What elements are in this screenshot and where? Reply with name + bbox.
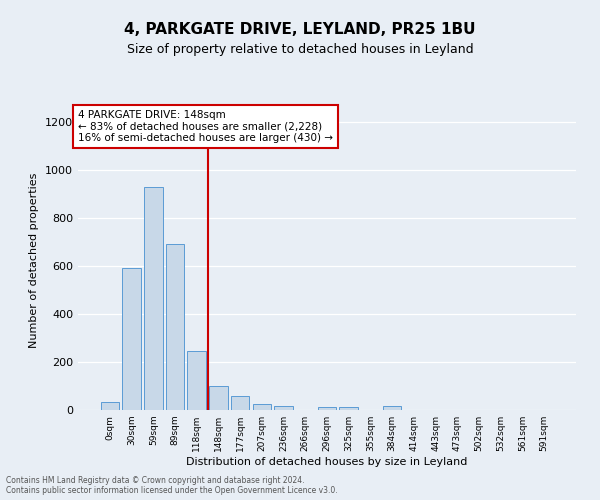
- Bar: [274, 406, 293, 410]
- Bar: [318, 407, 336, 410]
- Bar: [101, 402, 119, 410]
- Bar: [187, 351, 206, 410]
- Y-axis label: Number of detached properties: Number of detached properties: [29, 172, 40, 348]
- Bar: [166, 244, 184, 410]
- Bar: [144, 187, 163, 410]
- Bar: [122, 268, 141, 410]
- Bar: [231, 396, 250, 410]
- Bar: [383, 406, 401, 410]
- X-axis label: Distribution of detached houses by size in Leyland: Distribution of detached houses by size …: [187, 457, 467, 467]
- Bar: [209, 386, 227, 410]
- Text: Contains HM Land Registry data © Crown copyright and database right 2024.
Contai: Contains HM Land Registry data © Crown c…: [6, 476, 338, 495]
- Text: 4 PARKGATE DRIVE: 148sqm
← 83% of detached houses are smaller (2,228)
16% of sem: 4 PARKGATE DRIVE: 148sqm ← 83% of detach…: [78, 110, 333, 143]
- Bar: [253, 404, 271, 410]
- Bar: [340, 407, 358, 410]
- Text: 4, PARKGATE DRIVE, LEYLAND, PR25 1BU: 4, PARKGATE DRIVE, LEYLAND, PR25 1BU: [124, 22, 476, 38]
- Text: Size of property relative to detached houses in Leyland: Size of property relative to detached ho…: [127, 42, 473, 56]
